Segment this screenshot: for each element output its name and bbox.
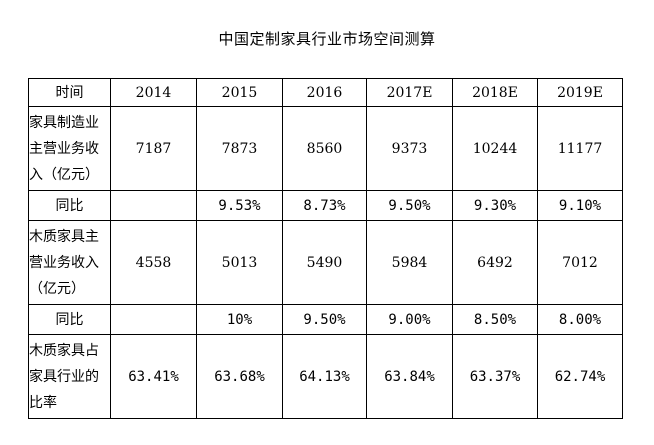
table-cell: 5490 <box>282 220 367 305</box>
table-cell: 7012 <box>537 220 623 305</box>
table-row-wood-furniture-yoy: 同比 10% 9.50% 9.00% 8.50% 8.00% <box>28 304 623 335</box>
table-cell: 64.13% <box>282 334 367 419</box>
table-cell: 7187 <box>110 106 197 191</box>
table-cell: 9.00% <box>366 304 453 335</box>
table-cell: 6492 <box>452 220 538 305</box>
table-cell: 62.74% <box>537 334 623 419</box>
table-cell: 63.37% <box>452 334 538 419</box>
table-cell <box>110 304 197 335</box>
table-cell: 8.00% <box>537 304 623 335</box>
row-label-line: 家具制造业 <box>29 114 99 131</box>
header-year: 2017E <box>366 78 453 107</box>
table-cell <box>110 190 197 221</box>
row-label-line: 家具行业的 <box>29 368 99 385</box>
table-cell: 10244 <box>452 106 538 191</box>
table-row-furniture-revenue: 家具制造业 主营业务收 入（亿元） 7187 7873 8560 9373 10… <box>28 106 623 191</box>
row-label-line: 木质家具占 <box>29 342 99 359</box>
table-row-furniture-yoy: 同比 9.53% 8.73% 9.50% 9.30% 9.10% <box>28 190 623 221</box>
table-cell: 9.10% <box>537 190 623 221</box>
header-year: 2016 <box>282 78 367 107</box>
table-cell: 8560 <box>282 106 367 191</box>
table-cell: 9.53% <box>196 190 283 221</box>
table-cell: 9.50% <box>282 304 367 335</box>
table-cell: 10% <box>196 304 283 335</box>
table-cell: 8.73% <box>282 190 367 221</box>
table-cell: 5984 <box>366 220 453 305</box>
table-cell: 8.50% <box>452 304 538 335</box>
row-label: 同比 <box>28 190 111 221</box>
table-cell: 5013 <box>196 220 283 305</box>
table-row-wood-furniture-revenue: 木质家具主 营业务收入 （亿元） 4558 5013 5490 5984 649… <box>28 220 623 305</box>
row-label: 木质家具主 营业务收入 （亿元） <box>28 220 111 305</box>
row-label-line: 木质家具主 <box>29 228 99 245</box>
table-row-wood-share: 木质家具占 家具行业的 比率 63.41% 63.68% 64.13% 63.8… <box>28 334 623 419</box>
header-year: 2018E <box>452 78 538 107</box>
table-cell: 9.30% <box>452 190 538 221</box>
row-label-line: （亿元） <box>29 280 85 297</box>
table-cell: 9.50% <box>366 190 453 221</box>
table-cell: 7873 <box>196 106 283 191</box>
table-title: 中国定制家具行业市场空间测算 <box>218 30 436 48</box>
row-label: 木质家具占 家具行业的 比率 <box>28 334 111 419</box>
header-row: 时间 2014 2015 2016 2017E 2018E 2019E <box>28 78 623 107</box>
header-year: 2019E <box>537 78 623 107</box>
header-time-label: 时间 <box>28 78 111 107</box>
table-cell: 11177 <box>537 106 623 191</box>
table-cell: 63.41% <box>110 334 197 419</box>
table-cell: 63.68% <box>196 334 283 419</box>
row-label-line: 主营业务收 <box>29 140 99 157</box>
table-cell: 4558 <box>110 220 197 305</box>
row-label: 同比 <box>28 304 111 335</box>
row-label-line: 比率 <box>29 394 57 411</box>
row-label: 家具制造业 主营业务收 入（亿元） <box>28 106 111 191</box>
market-size-table: 时间 2014 2015 2016 2017E 2018E 2019E 家具制造… <box>28 78 623 419</box>
row-label-line: 入（亿元） <box>29 166 99 183</box>
table-cell: 63.84% <box>366 334 453 419</box>
header-year: 2015 <box>196 78 283 107</box>
header-year: 2014 <box>110 78 197 107</box>
table-cell: 9373 <box>366 106 453 191</box>
row-label-line: 营业务收入 <box>29 254 99 271</box>
